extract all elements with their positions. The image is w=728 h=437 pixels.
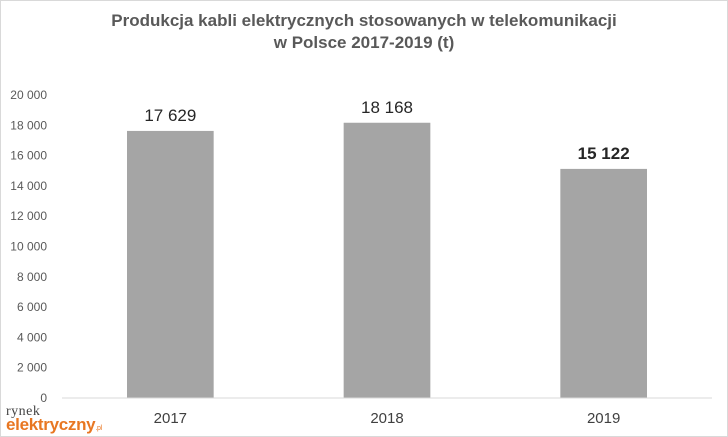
y-tick-label: 10 000 <box>10 240 47 254</box>
data-label-2018: 18 168 <box>361 98 413 117</box>
y-tick-label: 6 000 <box>17 300 47 314</box>
y-tick-label: 0 <box>40 391 47 405</box>
y-tick-label: 12 000 <box>10 209 47 223</box>
logo-text-top: rynek <box>6 404 41 419</box>
y-tick-label: 2 000 <box>17 361 47 375</box>
chart-title-line-1: Produkcja kabli elektrycznych stosowanyc… <box>111 11 617 30</box>
y-axis: 0 2 000 4 000 6 000 8 000 10 000 12 000 14 000 1… <box>10 88 47 405</box>
logo-text-suffix: .pl <box>95 425 102 432</box>
data-label-2017: 17 629 <box>144 106 196 125</box>
y-tick-label: 20 000 <box>10 88 47 102</box>
x-tick-label-2017: 2017 <box>154 410 187 427</box>
logo-text-main: elektryczny <box>6 415 96 434</box>
bar-2018 <box>343 122 431 399</box>
data-label-2019: 15 122 <box>578 144 630 163</box>
y-tick-label: 16 000 <box>10 149 47 163</box>
y-tick-label: 18 000 <box>10 118 47 132</box>
logo-text-bottom: elektryczny.pl <box>6 415 102 435</box>
bars: 17 629 18 168 15 122 <box>127 98 647 399</box>
y-tick-label: 14 000 <box>10 179 47 193</box>
x-tick-label-2018: 2018 <box>370 410 403 427</box>
y-tick-label: 8 000 <box>17 270 47 284</box>
rynek-elektryczny-logo: rynek elektryczny.pl <box>6 404 116 436</box>
bar-2017 <box>127 130 214 398</box>
chart-title-line-2: w Polsce 2017-2019 (t) <box>273 33 455 52</box>
x-axis: 2017 2018 2019 <box>62 397 712 427</box>
y-tick-label: 4 000 <box>17 330 47 344</box>
x-tick-label-2019: 2019 <box>587 410 620 427</box>
chart-title: Produkcja kabli elektrycznych stosowanyc… <box>0 10 728 54</box>
bar-2019 <box>560 168 647 398</box>
